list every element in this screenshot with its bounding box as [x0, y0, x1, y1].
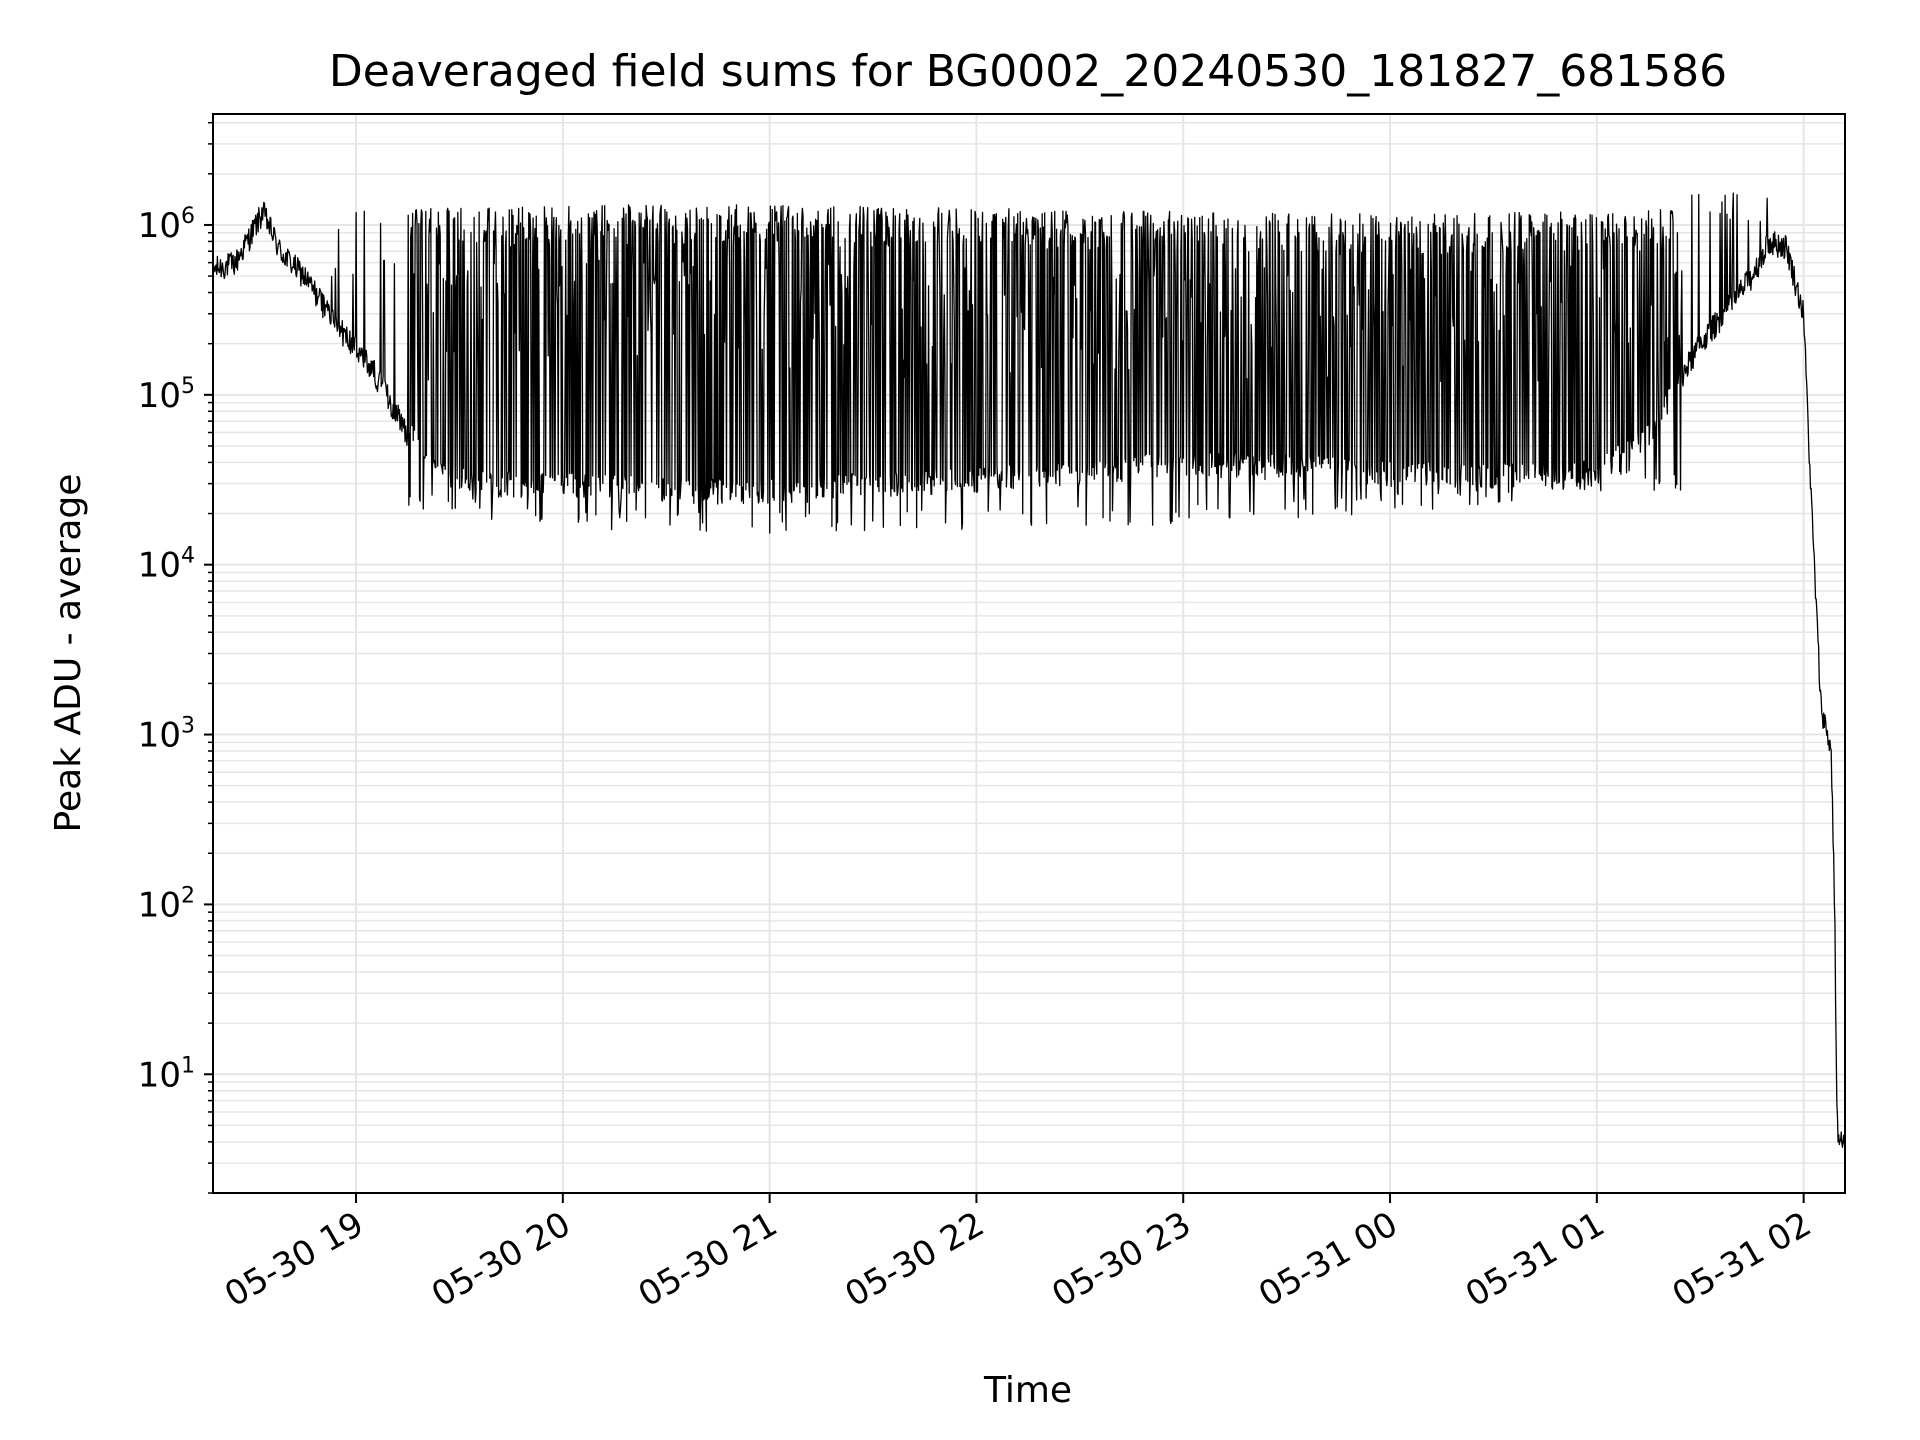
y-tick-label: 101: [138, 1053, 195, 1095]
y-tick-label: 104: [138, 544, 195, 586]
x-axis-label: Time: [983, 1370, 1072, 1411]
y-tick-label: 105: [138, 374, 195, 416]
y-axis: 101 102 103 104 105 106: [138, 121, 213, 1194]
data-series: [212, 192, 1846, 1148]
y-tick-label: 106: [138, 204, 195, 246]
chart-title: Deaveraged field sums for BG0002_2024053…: [329, 46, 1727, 97]
y-tick-label: 102: [138, 883, 195, 925]
y-axis-label: Peak ADU - average: [48, 474, 89, 833]
y-tick-label: 103: [138, 714, 195, 756]
series-line: [212, 192, 1846, 1148]
